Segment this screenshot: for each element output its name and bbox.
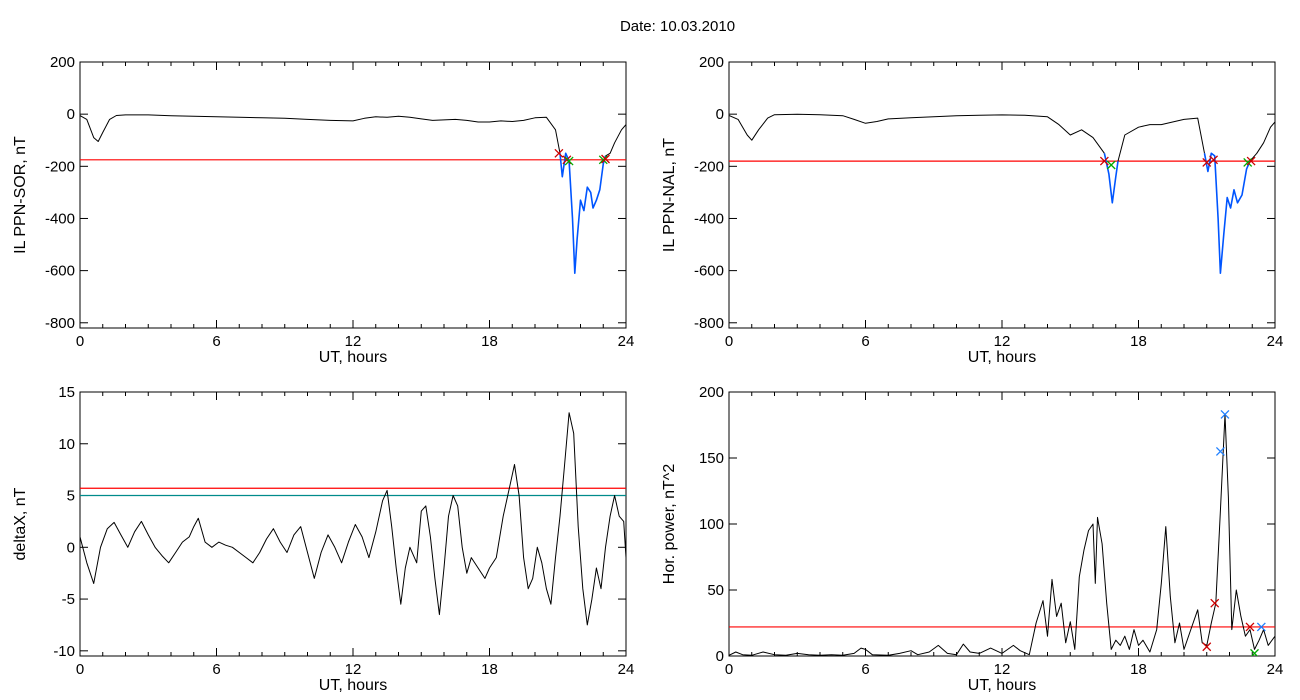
y-tick-label: -200 (45, 158, 75, 175)
y-axis-label: IL PPN-NAL, nT (661, 138, 678, 252)
data-marker (1202, 157, 1212, 167)
x-tick-label: 24 (1267, 661, 1284, 678)
y-tick-label: 15 (58, 384, 75, 401)
x-axis-label: UT, hours (968, 349, 1036, 366)
x-tick-label: 12 (994, 661, 1011, 678)
y-tick-label: 0 (67, 539, 75, 556)
x-tick-label: 0 (76, 661, 84, 678)
data-marker (1256, 622, 1266, 632)
x-tick-label: 24 (618, 333, 635, 350)
plot-frame (79, 391, 627, 657)
x-tick-label: 12 (345, 661, 362, 678)
data-marker (1246, 156, 1256, 166)
x-tick-label: 6 (861, 333, 869, 350)
data-marker (1209, 155, 1219, 165)
y-tick-label: -10 (53, 643, 75, 660)
y-tick-label: 150 (699, 450, 724, 467)
y-tick-label: 0 (67, 106, 75, 123)
x-tick-label: 18 (1130, 333, 1147, 350)
plot-frame (79, 61, 627, 329)
plot-area (729, 113, 1275, 275)
data-marker (598, 155, 608, 165)
series-line-1 (729, 113, 1105, 154)
y-tick-label: -800 (45, 315, 75, 332)
y-tick-label: -200 (694, 158, 724, 175)
data-marker (1250, 648, 1259, 656)
figure-title: Date: 10.03.2010 (619, 18, 736, 35)
series-line-2 (1103, 153, 1119, 204)
x-tick-label: 6 (212, 333, 220, 350)
data-marker (601, 154, 610, 164)
y-tick-label: -5 (62, 591, 75, 608)
y-tick-label: 0 (716, 106, 724, 123)
y-axis-label: deltaX, nT (12, 487, 29, 560)
x-tick-label: 12 (994, 333, 1011, 350)
series-line-2 (559, 152, 607, 275)
y-axis-label: Hor. power, nT^2 (661, 464, 678, 585)
data-marker (564, 156, 574, 166)
series-line-1 (80, 412, 626, 626)
data-marker (562, 155, 572, 165)
plot-area (729, 409, 1275, 656)
x-tick-label: 24 (1267, 333, 1284, 350)
y-tick-label: 200 (50, 54, 75, 71)
series-line-4 (1203, 152, 1251, 275)
y-tick-label: 200 (699, 54, 724, 71)
x-axis-label: UT, hours (319, 677, 387, 694)
data-marker (1202, 642, 1212, 652)
plot-area (80, 412, 626, 626)
plot-frame (728, 61, 1276, 329)
y-tick-label: 0 (716, 648, 724, 665)
series-line-1 (80, 114, 561, 154)
y-tick-label: 100 (699, 516, 724, 533)
data-marker (1210, 598, 1220, 608)
data-marker (1215, 446, 1225, 456)
x-tick-label: 0 (76, 333, 84, 350)
y-tick-label: 5 (67, 488, 75, 505)
x-tick-label: 6 (861, 661, 869, 678)
plot-frame (728, 391, 1276, 657)
chart-panel-4: 0 6 12 18 24 200 150 100 50 0 UT, hours Hor. power,… (661, 384, 1283, 694)
x-tick-label: 18 (1130, 661, 1147, 678)
x-tick-label: 24 (618, 661, 635, 678)
y-tick-label: 10 (58, 436, 75, 453)
x-tick-label: 18 (481, 661, 498, 678)
data-marker (1106, 160, 1116, 170)
y-tick-label: -400 (694, 210, 724, 227)
data-marker (554, 148, 564, 158)
chart-panel-2: 0 6 12 18 24 200 0 -200 -400 -600 -800 UT, hours IL … (661, 54, 1283, 366)
data-marker (1245, 622, 1255, 632)
y-tick-label: -600 (45, 263, 75, 280)
series-line-3 (1117, 117, 1205, 162)
x-tick-label: 0 (725, 333, 733, 350)
series-line-3 (605, 124, 626, 157)
plot-area (80, 114, 626, 275)
x-tick-label: 18 (481, 333, 498, 350)
chart-panel-3: 0 6 12 18 24 15 10 5 0 -5 -10 UT, hours deltaX, nT (12, 384, 634, 694)
data-marker (1099, 156, 1109, 166)
x-axis-label: UT, hours (319, 349, 387, 366)
x-tick-label: 6 (212, 661, 220, 678)
series-line-5 (1249, 121, 1275, 162)
x-axis-label: UT, hours (968, 677, 1036, 694)
x-tick-label: 0 (725, 661, 733, 678)
y-tick-label: -600 (694, 263, 724, 280)
y-tick-label: 50 (707, 582, 724, 599)
y-tick-label: -800 (694, 315, 724, 332)
series-line-1 (729, 413, 1275, 656)
chart-panel-1: 0 6 12 18 24 200 0 -200 -400 -600 -800 UT, hours IL … (12, 54, 634, 366)
data-marker (1220, 409, 1230, 419)
y-tick-label: -400 (45, 210, 75, 227)
y-tick-label: 200 (699, 384, 724, 401)
x-tick-label: 12 (345, 333, 362, 350)
y-axis-label: IL PPN-SOR, nT (12, 136, 29, 254)
